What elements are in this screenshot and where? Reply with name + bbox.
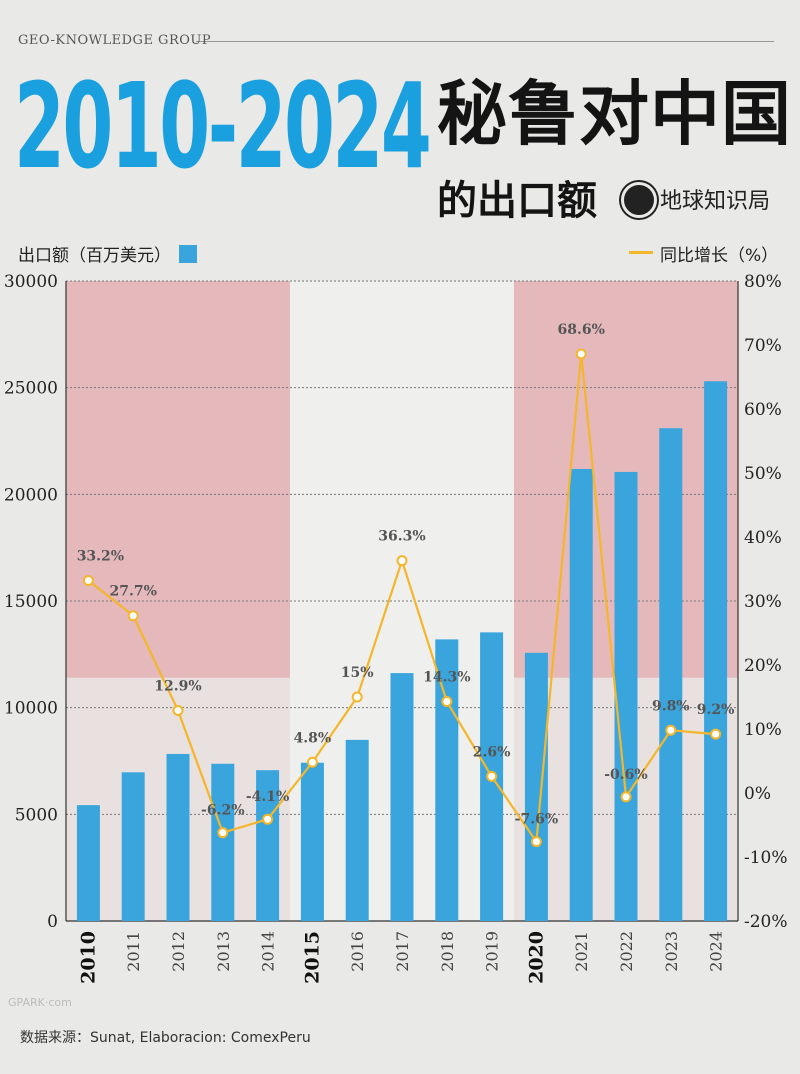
y-tick-label-right: 60% — [744, 400, 782, 420]
y-tick-label-right: -20% — [744, 912, 788, 932]
y-tick-label-right: 10% — [744, 720, 782, 740]
y-tick-label-left: 20000 — [4, 485, 58, 505]
growth-point — [441, 695, 453, 707]
bar — [166, 753, 190, 921]
data-label: -0.6% — [604, 767, 647, 783]
y-axis-label-right: 同比增长（%） — [660, 246, 779, 266]
bar — [76, 805, 100, 921]
globe-logo-icon — [621, 182, 657, 218]
y-tick-label-right: 30% — [744, 592, 782, 612]
x-tick-label: 2019 — [483, 931, 502, 972]
y-tick-label-left: 25000 — [4, 379, 58, 399]
x-tick-label: 2022 — [617, 931, 636, 972]
x-tick-label: 2020 — [525, 931, 547, 984]
data-label: 15% — [341, 665, 374, 681]
growth-point — [620, 791, 632, 803]
y-tick-label-right: -10% — [744, 848, 788, 868]
header-rule — [196, 41, 774, 42]
growth-point — [710, 728, 722, 740]
data-label: -6.2% — [201, 803, 244, 819]
data-label: 27.7% — [109, 584, 156, 600]
bar — [614, 471, 638, 921]
growth-point — [217, 827, 229, 839]
bar — [569, 468, 593, 921]
data-label: -7.6% — [515, 812, 558, 828]
bar — [524, 652, 548, 921]
x-tick-label: 2016 — [348, 931, 367, 972]
growth-point — [575, 348, 587, 360]
bar — [211, 763, 235, 921]
growth-point — [262, 813, 274, 825]
data-label: 33.2% — [77, 549, 124, 565]
watermark: GPARK·com — [8, 996, 72, 1009]
data-label: 12.9% — [154, 678, 201, 694]
brand-text: GEO-KNOWLEDGE GROUP — [18, 33, 212, 48]
bar — [256, 770, 280, 921]
data-label: 2.6% — [473, 744, 511, 760]
growth-point — [306, 756, 318, 768]
data-label: 68.6% — [557, 322, 604, 338]
data-label: 9.8% — [652, 698, 690, 714]
x-tick-label: 2017 — [393, 931, 412, 972]
page-title: 秘鲁对中国 — [437, 72, 792, 155]
y-tick-label-right: 0% — [744, 784, 771, 804]
y-tick-label-left: 5000 — [15, 805, 58, 825]
y-axis-label-left: 出口额（百万美元） — [18, 246, 171, 266]
data-label: 36.3% — [378, 529, 425, 545]
x-tick-label: 2014 — [259, 931, 278, 972]
growth-point — [665, 724, 677, 736]
x-tick-label: 2013 — [214, 931, 233, 972]
y-tick-label-right: 70% — [744, 336, 782, 356]
bar — [121, 772, 145, 921]
x-tick-label: 2015 — [301, 931, 323, 984]
growth-point — [82, 575, 94, 587]
flag-stripe-left — [66, 281, 290, 678]
legend-bar-swatch — [179, 245, 197, 263]
data-label: 14.3% — [423, 669, 470, 685]
y-tick-label-left: 10000 — [4, 699, 58, 719]
growth-point — [351, 691, 363, 703]
growth-point — [172, 704, 184, 716]
y-tick-label-right: 40% — [744, 528, 782, 548]
bar — [659, 428, 683, 921]
logo-name: 地球知识局 — [660, 189, 771, 214]
y-tick-label-right: 50% — [744, 464, 782, 484]
growth-point — [530, 836, 542, 848]
growth-point — [486, 770, 498, 782]
bar — [390, 673, 414, 921]
bar — [345, 739, 369, 921]
page-subtitle: 的出口额 — [437, 177, 597, 224]
growth-point — [396, 555, 408, 567]
years-heading: 2010-2024 — [14, 57, 432, 195]
source-note: 数据来源：Sunat, Elaboracion: ComexPeru — [20, 1030, 311, 1046]
x-tick-label: 2023 — [662, 931, 681, 972]
y-tick-label-right: 80% — [744, 272, 782, 292]
x-tick-label: 2021 — [572, 931, 591, 972]
y-tick-label-left: 0 — [47, 912, 58, 932]
x-tick-label: 2012 — [169, 931, 188, 972]
x-tick-label: 2011 — [124, 931, 143, 972]
x-tick-label: 2018 — [438, 931, 457, 972]
y-tick-label-right: 20% — [744, 656, 782, 676]
x-tick-label: 2024 — [707, 931, 726, 972]
data-label: -4.1% — [246, 789, 289, 805]
growth-point — [127, 610, 139, 622]
data-label: 4.8% — [294, 730, 332, 746]
data-label: 9.2% — [697, 702, 735, 718]
bar — [704, 381, 728, 921]
y-tick-label-left: 15000 — [4, 592, 58, 612]
y-tick-label-left: 30000 — [4, 272, 58, 292]
bar — [300, 762, 324, 921]
legend-line-swatch — [629, 251, 653, 254]
x-tick-label: 2010 — [77, 931, 99, 984]
